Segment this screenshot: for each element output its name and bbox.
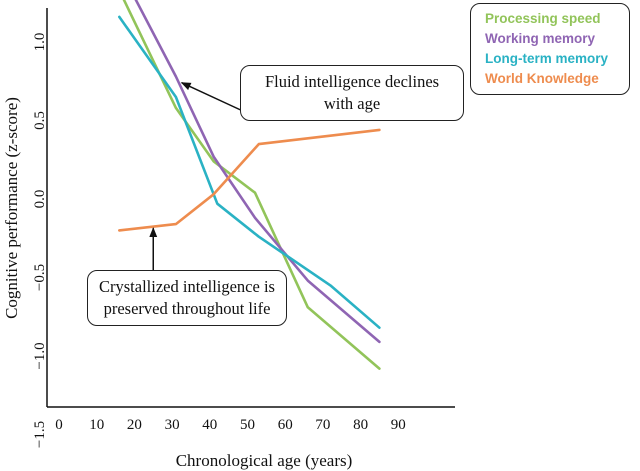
callout-crystallized-line-2: preserved throughout life — [103, 299, 271, 318]
y-tick-label: 1.0 — [32, 33, 48, 52]
legend-item-world-knowledge: World Knowledge — [485, 71, 599, 86]
callout-fluid-intelligence: Fluid intelligence declines with age — [240, 65, 464, 121]
series-line-world-knowledge — [118, 128, 381, 232]
callout-fluid-line-2: with age — [323, 94, 381, 113]
y-tick-label: −1.0 — [32, 342, 48, 369]
callout-crystallized-intelligence: Crystallized intelligence is preserved t… — [87, 270, 287, 326]
callout-crystallized-line-1: Crystallized intelligence is — [99, 277, 275, 296]
y-tick-label: 0.0 — [32, 190, 48, 209]
x-tick-label: 30 — [165, 417, 180, 433]
annotation-arrows — [149, 81, 246, 270]
tick-labels: 0 10 20 30 40 50 60 70 80 90 −1.5 −1.0 −0.5 0.0 0.5 1.0… — [32, 33, 406, 448]
legend-item-working-memory: Working memory — [485, 31, 596, 46]
x-tick-label: 10 — [89, 417, 104, 433]
y-tick-label: −1.5 — [32, 421, 48, 448]
x-tick-label: 90 — [391, 417, 406, 433]
legend-item-processing-speed: Processing speed — [485, 11, 601, 26]
axes — [46, 8, 455, 408]
x-tick-label: 80 — [353, 417, 368, 433]
series-lines — [118, 0, 381, 370]
series-line-long-term-memory — [118, 15, 381, 330]
legend-item-long-term-memory: Long-term memory — [485, 51, 609, 66]
y-tick-label: −0.5 — [32, 264, 48, 291]
x-tick-label: 20 — [127, 417, 142, 433]
x-axis-title: Chronological age (years) — [176, 451, 353, 470]
legend: Processing speed Working memory Long-ter… — [470, 3, 630, 95]
x-tick-label: 50 — [240, 417, 255, 433]
callout-fluid-line-1: Fluid intelligence declines — [264, 72, 440, 91]
series-line-processing-speed — [122, 0, 381, 370]
series-line-working-memory — [134, 0, 381, 344]
x-tick-label: 60 — [278, 417, 293, 433]
y-tick-label: 0.5 — [32, 111, 48, 130]
x-tick-label: 40 — [202, 417, 217, 433]
x-tick-label: 70 — [315, 417, 330, 433]
arrow-fluid — [180, 81, 246, 113]
y-axis-title: Cognitive performance (z-score) — [2, 97, 21, 319]
x-tick-label: 0 — [55, 417, 63, 433]
